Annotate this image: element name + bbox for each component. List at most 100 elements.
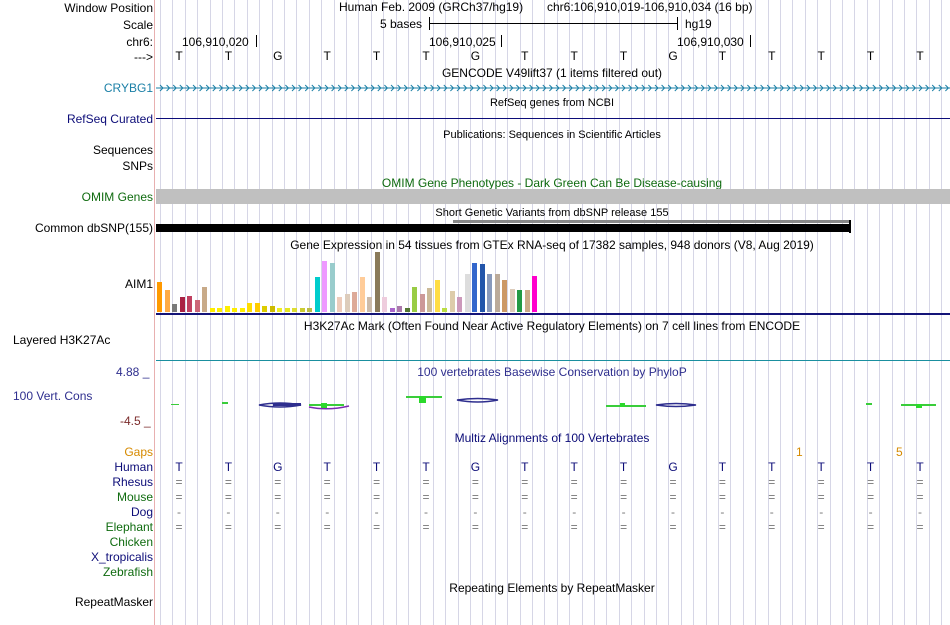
gtex-tissue-bar[interactable] — [284, 308, 290, 312]
grid-line — [768, 0, 769, 625]
gtex-tissue-bar[interactable] — [509, 289, 515, 312]
gtex-tissue-bar[interactable] — [157, 282, 162, 312]
gtex-tissue-bar[interactable] — [419, 294, 425, 312]
aim1-gene-line[interactable] — [156, 313, 950, 315]
gtex-tissue-bar[interactable] — [209, 308, 215, 312]
gtex-tissue-bar[interactable] — [269, 306, 275, 312]
gtex-tissue-bar[interactable] — [494, 274, 500, 312]
gtex-tissue-bar[interactable] — [262, 306, 267, 312]
gtex-tissue-bar[interactable] — [179, 297, 185, 312]
gtex-tissue-bar[interactable] — [457, 297, 462, 312]
dbsnp-variant-bar[interactable] — [156, 224, 850, 232]
gencode-track-title[interactable]: GENCODE V49lift37 (1 items filtered out) — [441, 66, 663, 80]
gtex-tissue-bar[interactable] — [442, 308, 447, 312]
gaps-label[interactable]: Gaps — [124, 445, 153, 459]
gtex-tissue-bar[interactable] — [464, 274, 470, 312]
grid-line — [383, 0, 384, 625]
omim-label[interactable]: OMIM Genes — [81, 190, 153, 204]
dbsnp-label[interactable]: Common dbSNP(155) — [34, 221, 153, 235]
grid-line — [234, 0, 235, 625]
alignment-base: T — [372, 460, 381, 474]
gtex-tissue-bar[interactable] — [164, 290, 170, 312]
phylop-signal[interactable] — [156, 393, 950, 413]
multiz-track-title[interactable]: Multiz Alignments of 100 Vertebrates — [454, 431, 650, 445]
aim1-label[interactable]: AIM1 — [124, 277, 153, 291]
h3k27ac-track-title[interactable]: H3K27Ac Mark (Often Found Near Active Re… — [303, 319, 801, 333]
gtex-tissue-bar[interactable] — [292, 308, 297, 312]
gtex-tissue-bar[interactable] — [397, 306, 402, 312]
species-label[interactable]: Mouse — [116, 490, 153, 504]
alignment-base: = — [570, 520, 578, 534]
alignment-base: = — [570, 490, 578, 504]
repeatmasker-label[interactable]: RepeatMasker — [74, 595, 153, 609]
omim-track-title[interactable]: OMIM Gene Phenotypes - Dark Green Can Be… — [381, 176, 723, 190]
omim-feature[interactable] — [156, 189, 950, 204]
gtex-tissue-bar[interactable] — [382, 297, 387, 312]
crybg1-gene-feature[interactable] — [156, 82, 950, 94]
dbsnp-variant-upper[interactable] — [453, 220, 850, 223]
species-label[interactable]: Zebrafish — [102, 565, 153, 579]
gtex-tissue-bar[interactable] — [434, 280, 440, 312]
phylop-label[interactable]: 100 Vert. Cons — [13, 389, 93, 403]
gtex-tissue-bar[interactable] — [232, 308, 237, 312]
gtex-tissue-bar[interactable] — [344, 294, 350, 312]
phylop-track-title[interactable]: 100 vertebrates Basewise Conservation by… — [417, 365, 687, 379]
gtex-tissue-bar[interactable] — [254, 303, 260, 312]
position-title: chr6:106,910,019-106,910,034 (16 bp) — [547, 0, 753, 14]
gtex-tissue-bar[interactable] — [359, 277, 365, 312]
publications-track-title[interactable]: Publications: Sequences in Scientific Ar… — [443, 129, 661, 141]
h3k27ac-label[interactable]: Layered H3K27Ac — [13, 333, 111, 347]
gtex-tissue-bar[interactable] — [449, 291, 455, 312]
gtex-tissue-bar[interactable] — [412, 287, 417, 312]
grid-line — [631, 0, 632, 625]
sequences-label[interactable]: Sequences — [92, 143, 153, 157]
gtex-tissue-bar[interactable] — [427, 288, 432, 312]
gtex-tissue-bar[interactable] — [404, 308, 410, 312]
gtex-tissue-bar[interactable] — [532, 276, 537, 312]
gtex-tissue-bar[interactable] — [329, 263, 335, 312]
gtex-tissue-bar[interactable] — [299, 308, 305, 312]
species-label[interactable]: Elephant — [105, 520, 153, 534]
alignment-base: = — [521, 520, 529, 534]
gtex-tissue-bar[interactable] — [517, 290, 522, 312]
gtex-tissue-bar[interactable] — [194, 300, 200, 312]
gtex-tissue-bar[interactable] — [374, 252, 380, 312]
gtex-tissue-bar[interactable] — [187, 296, 192, 312]
gtex-tissue-bar[interactable] — [389, 308, 395, 312]
gtex-tissue-bar[interactable] — [472, 263, 477, 312]
crybg1-gene-label[interactable]: CRYBG1 — [103, 81, 153, 95]
refseq-feature-line[interactable] — [156, 118, 950, 119]
refseq-track-title[interactable]: RefSeq genes from NCBI — [489, 97, 615, 109]
gtex-tissue-bar[interactable] — [487, 274, 492, 312]
gtex-tissue-bar[interactable] — [172, 304, 177, 312]
gtex-tissue-bar[interactable] — [277, 308, 282, 312]
dbsnp-track-title[interactable]: Short Genetic Variants from dbSNP releas… — [435, 207, 669, 219]
species-label[interactable]: Dog — [130, 505, 153, 519]
gtex-tissue-bar[interactable] — [322, 261, 327, 312]
gtex-tissue-bar[interactable] — [337, 297, 342, 312]
repeatmasker-track-title[interactable]: Repeating Elements by RepeatMasker — [449, 581, 655, 595]
gtex-tissue-bar[interactable] — [247, 303, 252, 312]
gtex-tissue-bar[interactable] — [202, 287, 207, 312]
base-letter: T — [224, 49, 233, 63]
gtex-tissue-bar[interactable] — [367, 297, 372, 312]
snps-label[interactable]: SNPs — [122, 159, 153, 173]
species-label[interactable]: X_tropicalis — [90, 550, 153, 564]
species-label[interactable]: Chicken — [109, 535, 153, 549]
gtex-track-title[interactable]: Gene Expression in 54 tissues from GTEx … — [290, 238, 814, 252]
refseq-label[interactable]: RefSeq Curated — [66, 112, 153, 126]
gtex-tissue-bar[interactable] — [479, 264, 485, 312]
species-label[interactable]: Rhesus — [112, 475, 153, 489]
gtex-tissue-bar[interactable] — [307, 308, 312, 312]
gtex-tissue-bar[interactable] — [224, 306, 230, 312]
species-label[interactable]: Human — [114, 460, 153, 474]
gtex-tissue-bar[interactable] — [352, 292, 357, 312]
gtex-tissue-bar[interactable] — [524, 290, 530, 312]
gtex-tissue-bar[interactable] — [502, 280, 507, 312]
grid-line — [346, 0, 347, 625]
gtex-tissue-bar[interactable] — [239, 308, 245, 312]
gtex-tissue-bar[interactable] — [314, 277, 320, 312]
grid-line — [805, 0, 806, 625]
gtex-tissue-bar[interactable] — [217, 308, 222, 312]
